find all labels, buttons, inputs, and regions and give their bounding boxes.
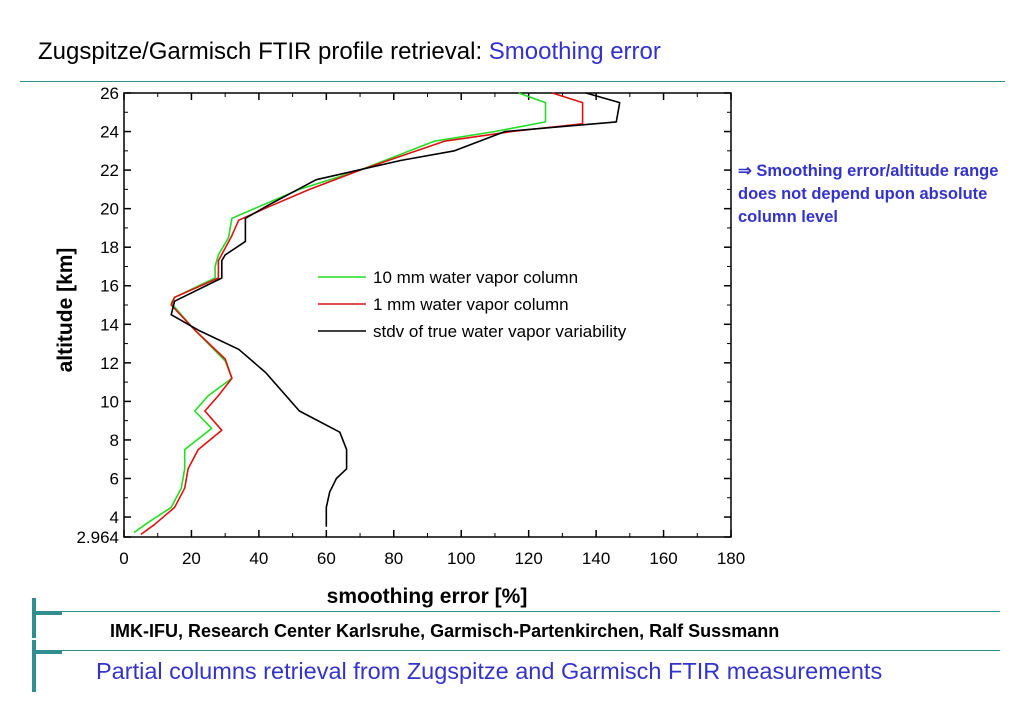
y-tick-label: 10 [100,392,119,411]
y-axis-label: altitude [km] [54,248,77,373]
y-tick-label: 16 [100,277,119,296]
legend-label-1mm: 1 mm water vapor column [373,295,569,314]
title-rule [20,81,1005,82]
footer-institute: IMK-IFU, Research Center Karlsruhe, Garm… [110,621,780,641]
plot-frame [123,92,732,538]
y-tick-label: 22 [100,161,119,180]
footer-rule-1 [36,611,1000,612]
y-tick-label: 2.964 [76,528,119,547]
legend-label-10mm: 10 mm water vapor column [373,268,578,287]
footer-rule-2 [36,650,1000,651]
x-tick-label: 0 [119,549,128,568]
x-tick-label: 100 [447,549,475,568]
x-tick-label: 180 [717,549,745,568]
legend: 10 mm water vapor column 1 mm water vapo… [318,268,627,341]
slide-title-main: Zugspitze/Garmisch FTIR profile retrieva… [38,38,489,65]
series-group [133,92,621,536]
x-tick-label: 120 [514,549,542,568]
x-tick-label: 40 [249,549,268,568]
x-axis-label: smoothing error [%] [327,585,528,608]
y-tick-label: 12 [100,354,119,373]
footer-corner-tick-1 [32,611,62,615]
slide-title: Zugspitze/Garmisch FTIR profile retrieva… [38,38,661,66]
x-tick-label: 80 [384,549,403,568]
y-tick-label: 24 [100,123,119,142]
x-tick-label: 60 [317,549,336,568]
footer-corner-tick-2 [32,650,62,654]
series-line-1 [140,92,584,536]
annotation-note: ⇒ Smoothing error/altitude range does no… [738,162,999,226]
y-tick-label: 8 [110,431,119,450]
x-tick-label: 160 [649,549,677,568]
y-tick-label: 14 [100,315,119,334]
footer-subtitle: Partial columns retrieval from Zugspitze… [96,658,883,684]
y-tick-label: 18 [100,238,119,257]
footer-corner-bar-2 [32,640,36,692]
y-tick-label: 20 [100,200,119,219]
x-axis: 0 20 40 60 80 100 120 140 160 180 [119,93,745,568]
legend-label-stdv: stdv of true water vapor variability [373,322,627,341]
footer-corner-bar-1 [32,598,36,638]
series-line-2 [170,92,621,527]
y-tick-label: 4 [110,508,119,527]
slide-title-accent: Smoothing error [488,38,661,65]
y-tick-label: 26 [100,84,119,103]
y-tick-label: 6 [110,469,119,488]
x-tick-label: 20 [182,549,201,568]
x-tick-label: 140 [582,549,610,568]
